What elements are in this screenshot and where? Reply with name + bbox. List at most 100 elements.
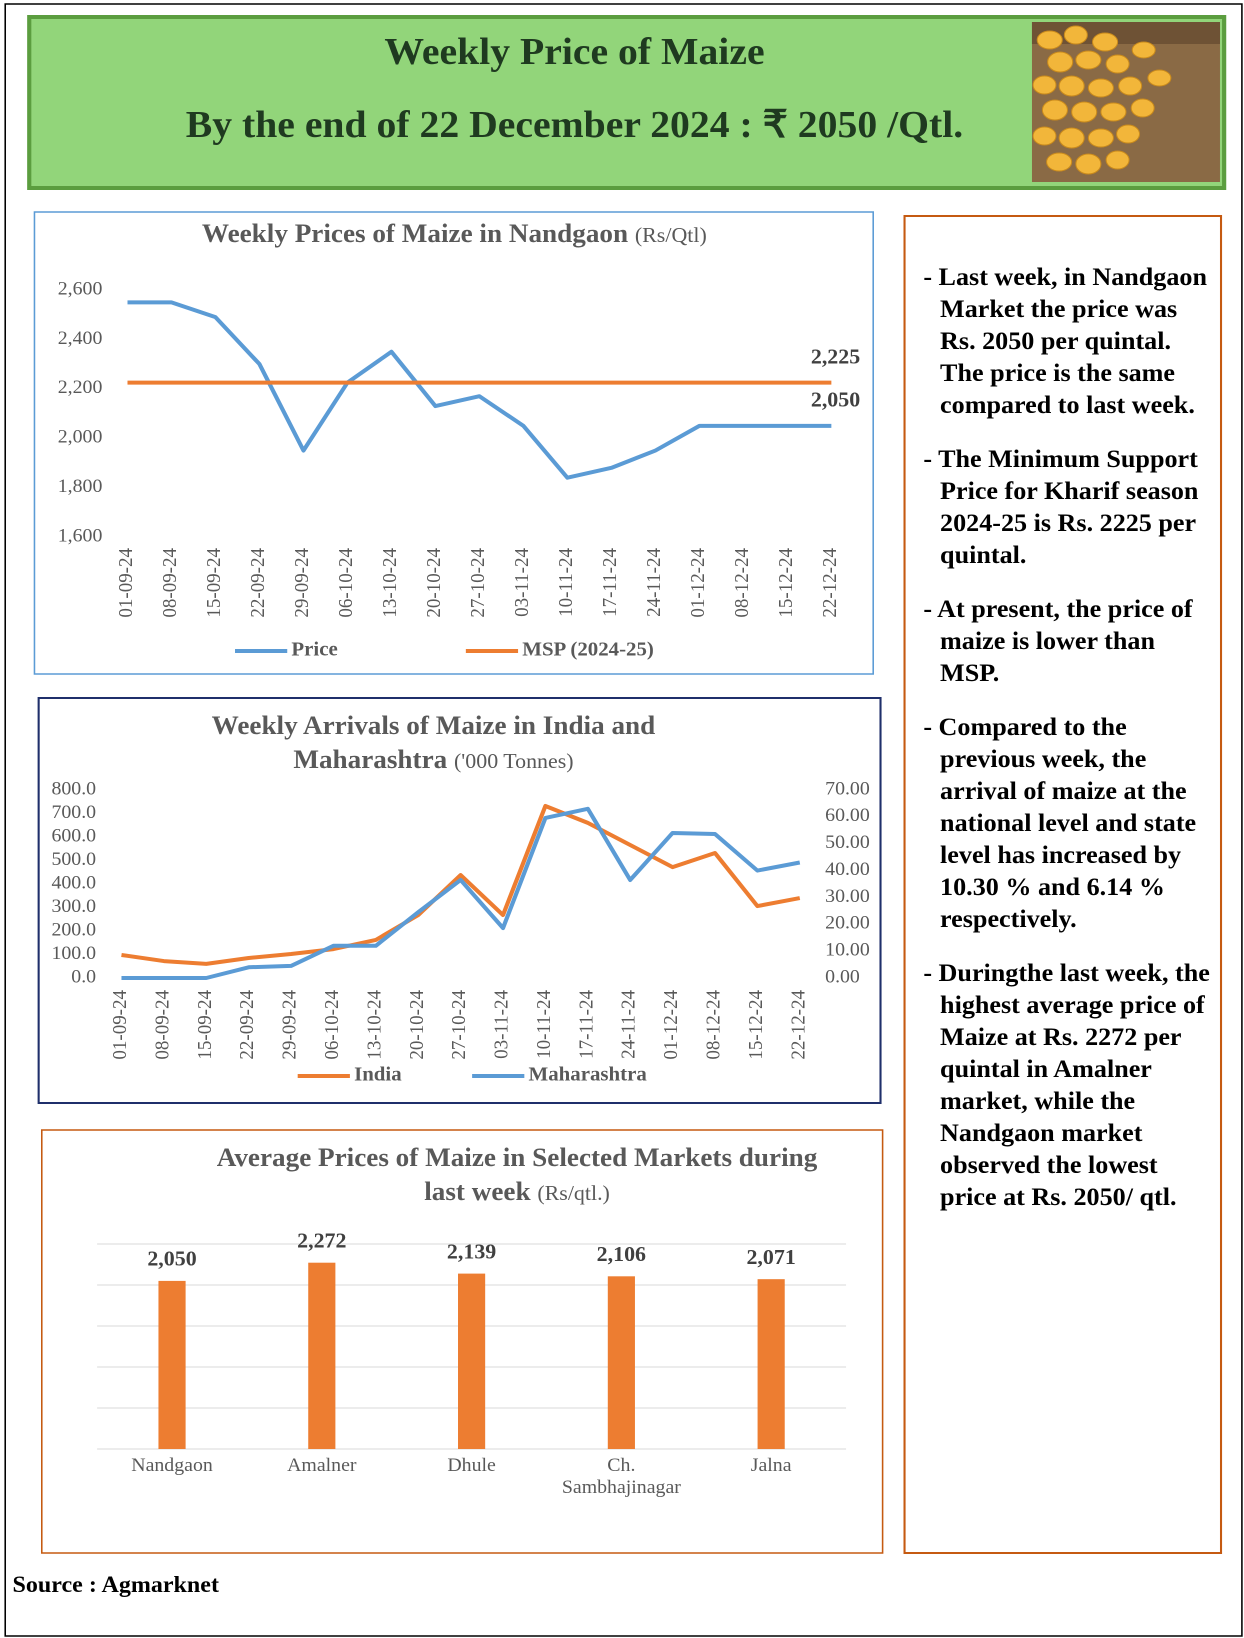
x-tick-label: Amalner [287, 1455, 357, 1476]
sidebar-paragraph: - Duringthe last week, the highest avera… [923, 960, 1210, 1211]
x-tick-label: 15-12-24 [776, 548, 797, 618]
x-tick-label: 22-09-24 [248, 548, 269, 618]
x-tick-label: 08-12-24 [703, 990, 724, 1060]
chart-frame [40, 1129, 884, 1554]
data-label: 2,139 [447, 1240, 496, 1263]
line-series [121, 803, 801, 966]
unit: (Rs/Qtl) [634, 223, 707, 247]
line-series [127, 300, 832, 480]
x-tick-label: 06-10-24 [322, 990, 343, 1060]
x-tick-label: 01-09-24 [110, 990, 131, 1060]
header-title: Weekly Price of Maize [384, 31, 765, 73]
corn-image [1031, 22, 1220, 182]
x-tick-label: 01-12-24 [688, 548, 709, 618]
legend-label: MSP (2024-25) [522, 639, 654, 661]
data-label: 2,071 [746, 1245, 795, 1268]
x-tick-label: 03-11-24 [491, 990, 512, 1059]
y2-tick-label: 50.00 [825, 832, 870, 853]
x-tick-label: Nandgaon [131, 1455, 213, 1476]
header-box [27, 15, 1227, 190]
legend-label: Price [291, 639, 337, 661]
y2-tick-label: 70.00 [825, 779, 870, 800]
data-label: 2,225 [811, 345, 860, 368]
chart-title: Average Prices of Maize in Selected Mark… [198, 1141, 835, 1210]
x-tick-label: 29-09-24 [292, 548, 313, 618]
x-tick-label: 22-12-24 [820, 548, 841, 618]
bar [158, 1280, 186, 1449]
x-tick-label: 01-12-24 [661, 990, 682, 1060]
unit: (Rs/qtl.) [537, 1181, 610, 1205]
x-tick-label: 13-10-24 [364, 990, 385, 1060]
sidebar-paragraph: - The Minimum Support Price for Kharif s… [923, 446, 1199, 569]
x-tick-label: Ch. Sambhajinagar [561, 1455, 681, 1498]
sidebar-frame [903, 215, 1223, 1554]
y-tick-label: 400.0 [51, 873, 96, 894]
title-text: Weekly Arrivals of Maize in India and Ma… [211, 711, 656, 774]
x-tick-label: 24-11-24 [644, 548, 665, 617]
y-tick-label: 2,400 [58, 328, 103, 349]
bar [757, 1279, 785, 1449]
x-tick-label: 22-09-24 [237, 990, 258, 1060]
source: Source : Agmarknet [12, 1572, 219, 1597]
y2-tick-label: 10.00 [825, 940, 870, 961]
x-tick-label: 10-11-24 [534, 990, 555, 1059]
chart-frame [33, 211, 874, 675]
x-tick-label: 03-11-24 [512, 548, 533, 617]
x-tick-label: 22-12-24 [788, 990, 809, 1060]
data-label: 2,050 [811, 388, 860, 411]
bar [308, 1262, 336, 1449]
y-tick-label: 100.0 [51, 943, 96, 964]
chart-title: Weekly Prices of Maize in Nandgaon (Rs/Q… [42, 217, 867, 252]
y2-tick-label: 30.00 [825, 886, 870, 907]
bar [607, 1276, 635, 1449]
y-tick-label: 0.0 [71, 967, 96, 988]
y2-tick-label: 0.00 [825, 967, 860, 988]
y2-tick-label: 20.00 [825, 913, 870, 934]
y-tick-label: 1,600 [58, 526, 103, 547]
x-tick-label: 17-11-24 [576, 990, 597, 1059]
x-tick-label: 24-11-24 [618, 990, 639, 1059]
x-tick-label: 08-09-24 [160, 548, 181, 618]
x-tick-label: 08-09-24 [152, 990, 173, 1060]
sidebar-paragraph: - At present, the price of maize is lowe… [923, 596, 1193, 687]
x-tick-label: 29-09-24 [279, 990, 300, 1060]
y-tick-label: 500.0 [51, 849, 96, 870]
y-tick-label: 600.0 [51, 826, 96, 847]
y-tick-label: 1,800 [58, 476, 103, 497]
title-text: Average Prices of Maize in Selected Mark… [216, 1143, 818, 1206]
y-tick-label: 700.0 [51, 802, 96, 823]
x-tick-label: 10-11-24 [556, 548, 577, 617]
data-label: 2,272 [297, 1229, 346, 1252]
x-tick-label: 15-12-24 [746, 990, 767, 1060]
x-tick-label: 15-09-24 [194, 990, 215, 1060]
x-tick-label: 01-09-24 [116, 548, 137, 618]
sidebar-paragraph: - Last week, in Nandgaon Market the pric… [923, 264, 1208, 419]
x-tick-label: Dhule [447, 1455, 496, 1476]
page-border [4, 3, 1243, 1637]
sidebar-paragraph: - Compared to the previous week, the arr… [923, 714, 1197, 933]
y-tick-label: 300.0 [51, 896, 96, 917]
bar [458, 1273, 486, 1449]
y-tick-label: 2,200 [58, 378, 103, 399]
y-tick-label: 200.0 [51, 920, 96, 941]
y2-tick-label: 60.00 [825, 806, 870, 827]
x-tick-label: 15-09-24 [204, 548, 225, 618]
legend-label: India [354, 1064, 402, 1086]
chart-frame [37, 697, 882, 1104]
x-tick-label: 17-11-24 [600, 548, 621, 617]
y-tick-label: 2,600 [58, 279, 103, 300]
x-tick-label: 20-10-24 [424, 548, 445, 618]
x-tick-label: Jalna [750, 1455, 792, 1476]
sidebar: - Last week, in Nandgaon Market the pric… [923, 262, 1218, 1236]
line-series [121, 806, 801, 980]
x-tick-label: 27-10-24 [449, 990, 470, 1060]
unit: ('000 Tonnes) [453, 749, 574, 773]
data-label: 2,106 [597, 1243, 647, 1266]
y-tick-label: 800.0 [51, 779, 96, 800]
header-subtitle: By the end of 22 December 2024 : ₹ 2050 … [185, 104, 964, 146]
x-tick-label: 27-10-24 [468, 548, 489, 618]
title-text: Weekly Prices of Maize in Nandgaon [201, 219, 629, 248]
